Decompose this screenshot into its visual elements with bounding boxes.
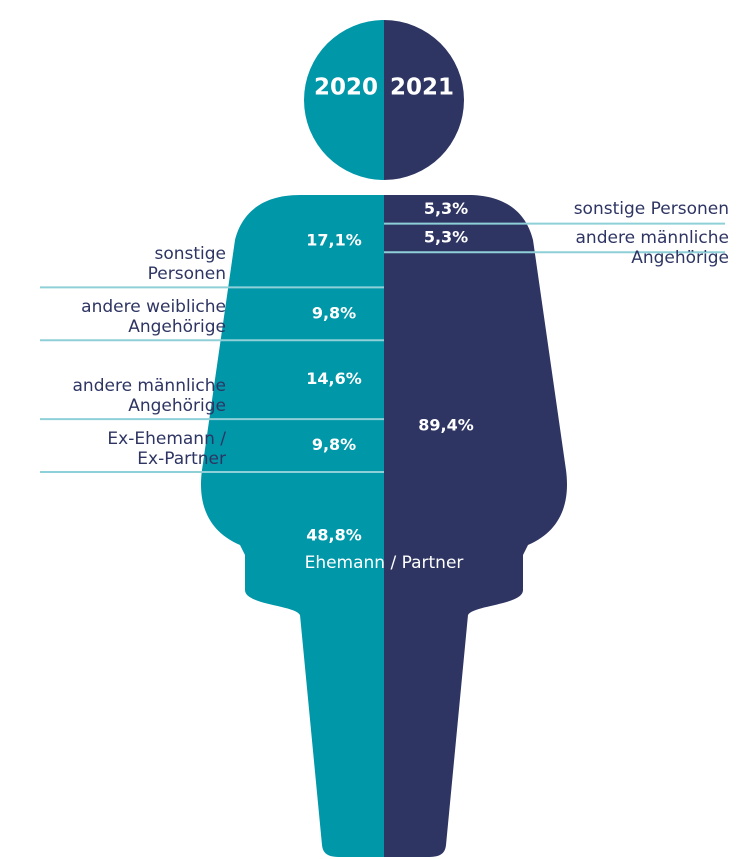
value-label: 5,3% [424, 227, 468, 246]
segment [200, 340, 384, 420]
year-label: 2021 [390, 75, 454, 101]
segment [200, 419, 384, 473]
segment [200, 287, 384, 341]
common-label: Ehemann / Partner [305, 553, 464, 573]
value-label: 5,3% [424, 199, 468, 218]
overlay: 2020 2021 17,1% 9,8% 14,6% 9,8% 48,8% 5,3% 5,3% 8… [40, 75, 725, 573]
value-label: 48,8% [306, 526, 362, 545]
year-label: 2020 [314, 75, 378, 101]
category-label: sonstige Personen [147, 244, 226, 285]
category-label: andere männliche Angehörige [72, 376, 226, 417]
value-label: 89,4% [418, 416, 474, 435]
value-label: 9,8% [312, 435, 356, 454]
category-label: andere männliche Angehörige [575, 227, 729, 268]
category-label: andere weibliche Angehörige [81, 297, 226, 338]
category-label: Ex-Ehemann / Ex-Partner [107, 429, 226, 470]
value-label: 14,6% [306, 369, 362, 388]
value-label: 17,1% [306, 231, 362, 250]
category-label: sonstige Personen [573, 199, 729, 219]
value-label: 9,8% [312, 303, 356, 322]
